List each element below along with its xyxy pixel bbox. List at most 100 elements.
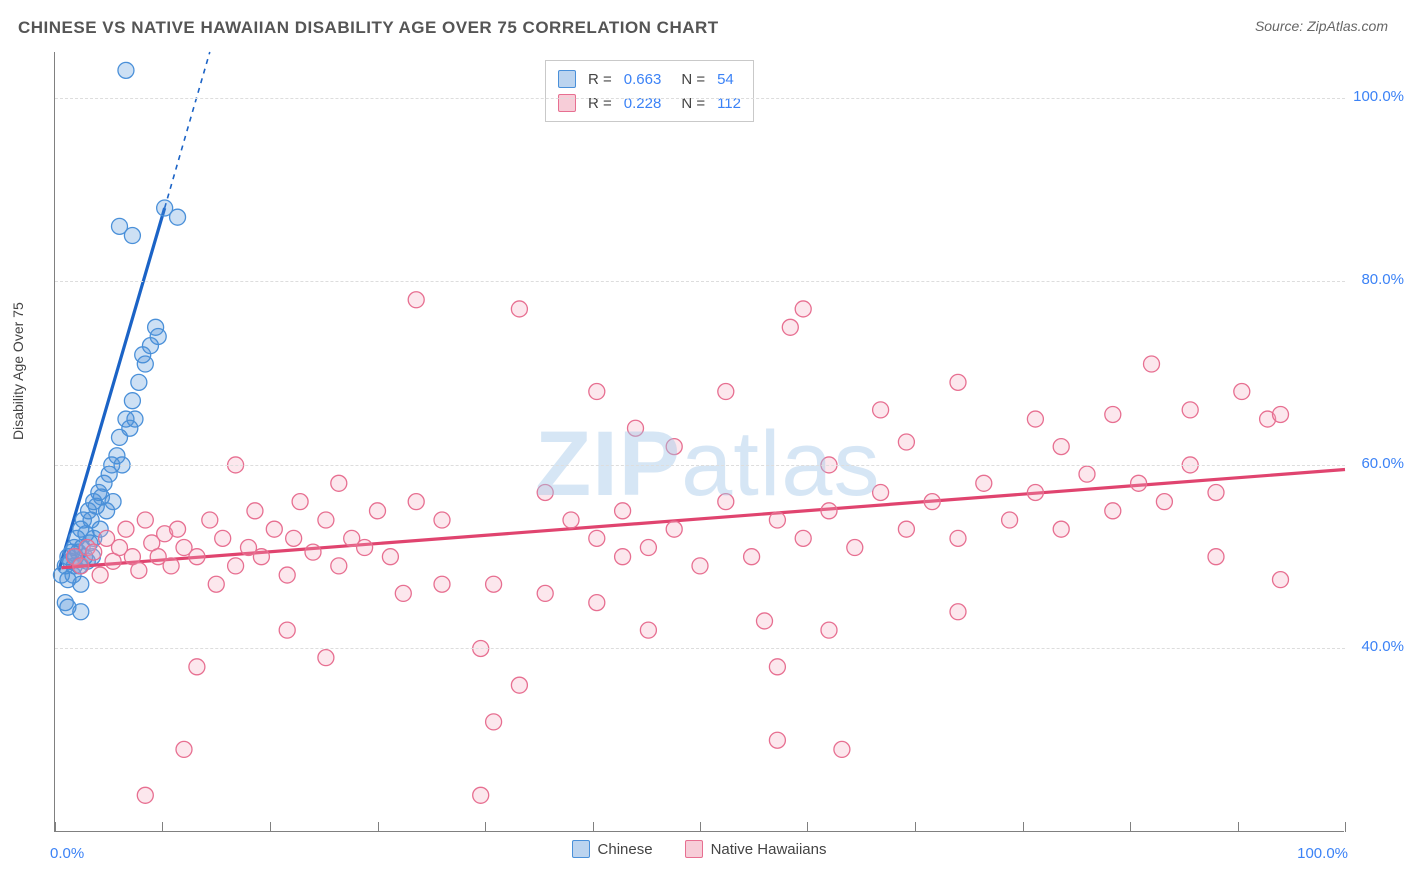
legend-swatch (558, 94, 576, 112)
data-point (176, 741, 192, 757)
gridline (55, 98, 1345, 99)
data-point (1079, 466, 1095, 482)
data-point (86, 544, 102, 560)
legend-n-label: N = (681, 71, 705, 88)
data-point (950, 374, 966, 390)
data-point (318, 512, 334, 528)
legend-label: Chinese (598, 841, 653, 858)
source-label: Source: ZipAtlas.com (1255, 18, 1388, 34)
chart-title: CHINESE VS NATIVE HAWAIIAN DISABILITY AG… (18, 18, 719, 38)
x-tick-mark (485, 822, 486, 832)
data-point (215, 530, 231, 546)
data-point (718, 384, 734, 400)
data-point (1273, 406, 1289, 422)
x-tick-mark (1023, 822, 1024, 832)
data-point (357, 540, 373, 556)
data-point (127, 411, 143, 427)
data-point (124, 393, 140, 409)
x-tick-mark (162, 822, 163, 832)
data-point (1273, 572, 1289, 588)
data-point (486, 576, 502, 592)
data-point (408, 494, 424, 510)
data-point (305, 544, 321, 560)
data-point (511, 301, 527, 317)
data-point (137, 356, 153, 372)
y-tick-label: 100.0% (1353, 88, 1404, 105)
data-point (279, 622, 295, 638)
data-point (537, 585, 553, 601)
legend-series: Chinese Native Hawaiians (54, 840, 1344, 862)
data-point (1105, 503, 1121, 519)
data-point (1208, 484, 1224, 500)
data-point (1027, 484, 1043, 500)
data-point (131, 374, 147, 390)
y-tick-label: 60.0% (1361, 455, 1404, 472)
data-point (834, 741, 850, 757)
data-point (73, 558, 89, 574)
data-point (279, 567, 295, 583)
data-point (486, 714, 502, 730)
x-tick-mark (55, 822, 56, 832)
data-point (847, 540, 863, 556)
x-tick-mark (1345, 822, 1346, 832)
data-point (137, 787, 153, 803)
data-point (795, 301, 811, 317)
data-point (873, 484, 889, 500)
data-point (1002, 512, 1018, 528)
data-point (208, 576, 224, 592)
data-point (247, 503, 263, 519)
data-point (511, 677, 527, 693)
data-point (163, 558, 179, 574)
plot-box: ZIPatlas R =0.663 N =54 R =0.228 N =112 (54, 52, 1344, 832)
y-tick-label: 40.0% (1361, 638, 1404, 655)
legend-row: R =0.228 N =112 (558, 91, 741, 115)
data-point (898, 434, 914, 450)
data-point (615, 503, 631, 519)
y-axis-label: Disability Age Over 75 (10, 302, 26, 440)
data-point (821, 622, 837, 638)
data-point (1182, 402, 1198, 418)
data-point (131, 562, 147, 578)
data-point (873, 402, 889, 418)
data-point (170, 521, 186, 537)
x-tick-mark (593, 822, 594, 832)
x-tick-mark (1130, 822, 1131, 832)
data-point (537, 484, 553, 500)
x-tick-mark (1238, 822, 1239, 832)
data-point (976, 475, 992, 491)
data-point (170, 209, 186, 225)
data-point (898, 521, 914, 537)
data-point (434, 576, 450, 592)
data-point (473, 787, 489, 803)
data-point (1105, 406, 1121, 422)
legend-swatch (558, 70, 576, 88)
data-point (434, 512, 450, 528)
y-tick-label: 80.0% (1361, 271, 1404, 288)
data-point (666, 439, 682, 455)
data-point (92, 567, 108, 583)
data-point (769, 512, 785, 528)
data-point (73, 604, 89, 620)
data-point (370, 503, 386, 519)
gridline (55, 465, 1345, 466)
data-point (628, 420, 644, 436)
data-point (1053, 439, 1069, 455)
data-point (202, 512, 218, 528)
data-point (1131, 475, 1147, 491)
data-point (253, 549, 269, 565)
data-point (924, 494, 940, 510)
data-point (331, 558, 347, 574)
data-point (228, 558, 244, 574)
data-point (408, 292, 424, 308)
data-point (769, 732, 785, 748)
legend-item: Native Hawaiians (685, 840, 827, 858)
data-point (318, 650, 334, 666)
data-point (666, 521, 682, 537)
data-point (640, 622, 656, 638)
x-tick-mark (700, 822, 701, 832)
legend-swatch (685, 840, 703, 858)
data-point (615, 549, 631, 565)
data-point (589, 530, 605, 546)
legend-correlation: R =0.663 N =54 R =0.228 N =112 (545, 60, 754, 122)
data-point (563, 512, 579, 528)
